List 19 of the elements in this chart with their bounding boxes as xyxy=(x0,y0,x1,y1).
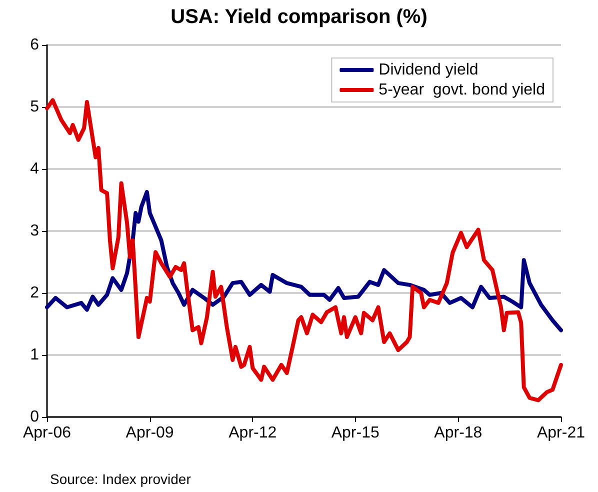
y-tick-label: 6 xyxy=(30,36,40,54)
x-tick-label: Apr-21 xyxy=(536,424,586,442)
y-tick-label: 3 xyxy=(30,222,40,240)
x-tick-label: Apr-12 xyxy=(228,424,277,442)
chart-title: USA: Yield comparison (%) xyxy=(170,6,428,28)
y-tick-label: 4 xyxy=(30,160,40,178)
y-tick-label: 2 xyxy=(30,284,40,302)
source-note: Source: Index provider xyxy=(50,471,192,487)
legend-label: 5-year govt. bond yield xyxy=(378,82,546,98)
x-tick-label: Apr-09 xyxy=(126,424,174,442)
x-tick-label: Apr-15 xyxy=(331,424,380,442)
x-tick-label: Apr-06 xyxy=(22,424,72,442)
y-tick-label: 5 xyxy=(30,98,40,116)
legend-label: Dividend yield xyxy=(378,62,478,78)
y-tick-label: 1 xyxy=(30,346,40,364)
line-series xyxy=(45,98,563,402)
y-tick-label: 0 xyxy=(30,408,40,426)
x-tick-label: Apr-18 xyxy=(434,424,482,442)
line-series xyxy=(45,190,563,332)
